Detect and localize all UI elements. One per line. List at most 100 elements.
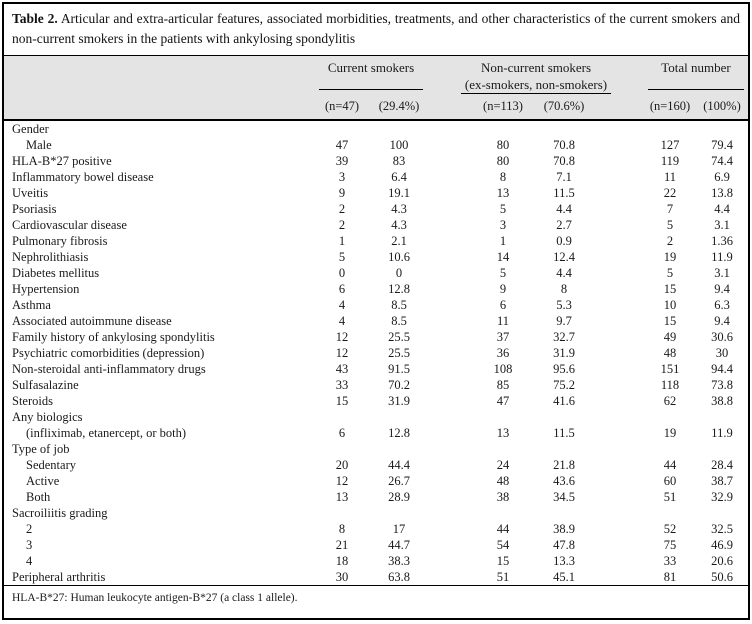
cell-value: 5 (666, 218, 674, 232)
cell-value: 15 (496, 554, 510, 568)
cell-value: 28.4 (711, 458, 733, 472)
section-row: Any biologics (4, 409, 748, 425)
cell-value: 3.1 (714, 266, 730, 280)
cell-value: 3 (338, 170, 346, 184)
cell-value (314, 505, 370, 521)
row-label: Nephrolithiasis (12, 250, 89, 264)
cell-value: 39 (335, 154, 349, 168)
cell-value: 51 (663, 490, 677, 504)
row-label: 2 (26, 522, 33, 536)
subheader-pct-total: (100%) (696, 94, 748, 120)
spacer-cell (590, 345, 644, 361)
subheader-n-noncurrent: (n=113) (468, 94, 538, 120)
cell-value: 37 (496, 330, 510, 344)
cell-value: 6.4 (391, 170, 407, 184)
cell-value: 5 (499, 202, 507, 216)
row-label: Steroids (12, 394, 53, 408)
cell-value: 2 (666, 234, 674, 248)
spacer-cell (590, 441, 644, 457)
spacer-cell (428, 489, 468, 505)
spacer-cell (428, 153, 468, 169)
cell-value: 11.5 (553, 186, 575, 200)
footnote: HLA-B*27: Human leukocyte antigen-B*27 (… (4, 585, 748, 605)
cell-value: 38.3 (388, 554, 410, 568)
spacer-cell (590, 217, 644, 233)
spacer-cell (428, 377, 468, 393)
row-label: Any biologics (12, 410, 83, 424)
cell-value: 49 (663, 330, 677, 344)
row-label: Sedentary (26, 458, 76, 472)
cell-value: 46.9 (711, 538, 733, 552)
cell-value: 2.7 (556, 218, 572, 232)
label-column-header (4, 55, 314, 120)
cell-value (538, 505, 590, 521)
cell-value: 33 (663, 554, 677, 568)
spacer-cell (428, 425, 468, 441)
spacer-cell (428, 569, 468, 585)
cell-value: 75 (663, 538, 677, 552)
cell-value: 7.1 (556, 170, 572, 184)
subheader-pct-current: (29.4%) (370, 94, 428, 120)
cell-value (538, 441, 590, 457)
cell-value: 4.4 (556, 202, 572, 216)
row-label: Active (26, 474, 60, 488)
subheader-pct-noncurrent: (70.6%) (538, 94, 590, 120)
row-label: Male (26, 138, 52, 152)
col-group-total-number: Total number (644, 55, 748, 94)
table-title: Table 2. Articular and extra-articular f… (4, 4, 748, 55)
spacer-cell (428, 457, 468, 473)
spacer-cell (428, 297, 468, 313)
table-row: Sedentary 20 44.4 24 21.8 44 28.4 (4, 457, 748, 473)
row-label: Type of job (12, 442, 70, 456)
cell-value: 151 (660, 362, 680, 376)
cell-value: 0 (395, 266, 403, 280)
cell-value: 32.9 (711, 490, 733, 504)
cell-value: 4.3 (391, 218, 407, 232)
cell-value: 9 (338, 186, 346, 200)
row-label: (infliximab, etanercept, or both) (26, 426, 187, 440)
cell-value: 31.9 (388, 394, 410, 408)
cell-value: 8.5 (391, 298, 407, 312)
cell-value: 118 (660, 378, 680, 392)
spacer-cell (590, 553, 644, 569)
group-name-line2: (ex-smokers, non-smokers) (464, 77, 608, 92)
subheader-n-current: (n=47) (314, 94, 370, 120)
cell-value (370, 409, 428, 425)
cell-value: 30.6 (711, 330, 733, 344)
spacer-cell (428, 185, 468, 201)
spacer-cell (428, 313, 468, 329)
cell-value (468, 409, 538, 425)
cell-value: 19 (663, 426, 677, 440)
spacer-cell (428, 361, 468, 377)
cell-value: 11.9 (711, 426, 733, 440)
row-label: Uveitis (12, 186, 49, 200)
spacer-cell (590, 94, 644, 120)
cell-value: 62 (663, 394, 677, 408)
cell-value (370, 441, 428, 457)
table-row: Cardiovascular disease 2 4.3 3 2.7 5 3.1 (4, 217, 748, 233)
cell-value: 48 (496, 474, 510, 488)
cell-value: 12 (335, 346, 349, 360)
cell-value: 50.6 (711, 570, 733, 584)
table-row: Pulmonary fibrosis 1 2.1 1 0.9 2 1.36 (4, 233, 748, 249)
cell-value: 10 (663, 298, 677, 312)
table-row: Diabetes mellitus 0 0 5 4.4 5 3.1 (4, 265, 748, 281)
cell-value: 2 (338, 218, 346, 232)
cell-value: 25.5 (388, 346, 410, 360)
cell-value: 10.6 (388, 250, 410, 264)
cell-value: 43.6 (553, 474, 575, 488)
cell-value: 54 (496, 538, 510, 552)
cell-value: 13 (496, 186, 510, 200)
cell-value: 9.4 (714, 314, 730, 328)
cell-value: 13 (335, 490, 349, 504)
spacer-cell (428, 137, 468, 153)
cell-value: 2 (338, 202, 346, 216)
cell-value: 4.4 (714, 202, 730, 216)
cell-value (644, 441, 696, 457)
cell-value: 32.7 (553, 330, 575, 344)
cell-value: 19 (663, 250, 677, 264)
cell-value: 13.3 (553, 554, 575, 568)
row-label: Psoriasis (12, 202, 57, 216)
table-row: Uveitis 9 19.1 13 11.5 22 13.8 (4, 185, 748, 201)
row-label: Pulmonary fibrosis (12, 234, 108, 248)
